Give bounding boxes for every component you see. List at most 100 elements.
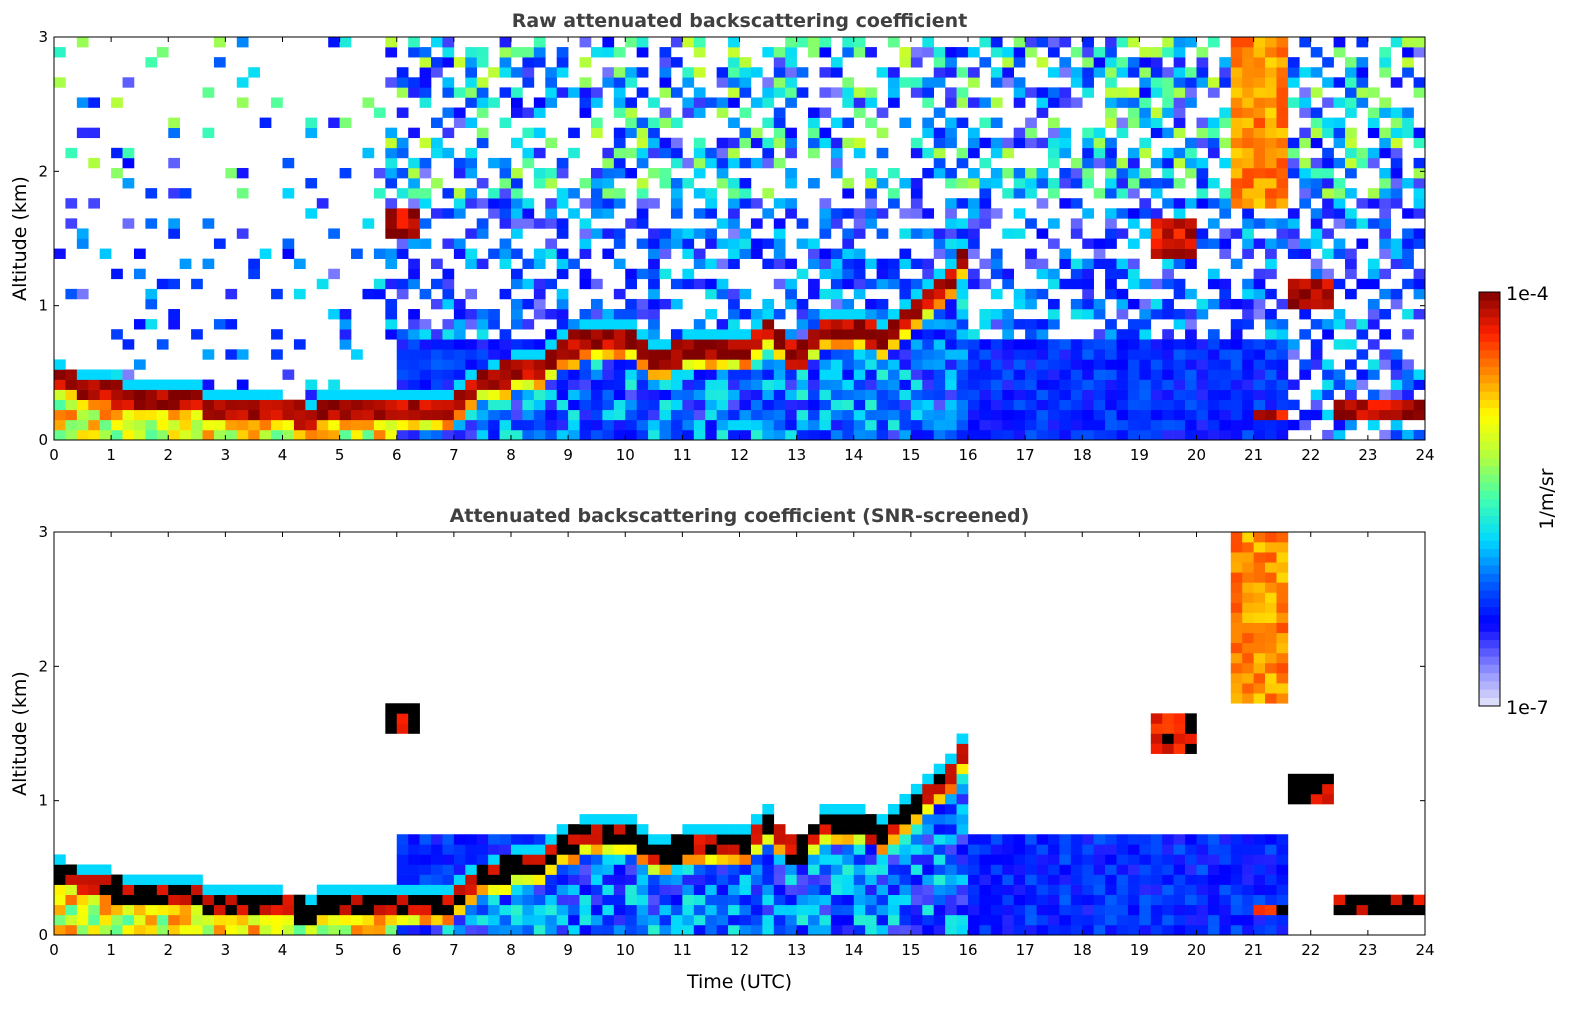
heatmap-cell (648, 258, 660, 270)
heatmap-cell (556, 258, 569, 270)
heatmap-cell (385, 924, 398, 936)
heatmap-cell (1036, 834, 1049, 845)
heatmap-cell (1345, 127, 1357, 139)
heatmap-cell (1242, 622, 1254, 634)
heatmap-cell (1265, 652, 1277, 664)
heatmap-cell (1082, 884, 1094, 896)
x-tick-label: 22 (1301, 446, 1320, 464)
heatmap-cell (716, 894, 729, 906)
heatmap-cell (865, 814, 877, 825)
heatmap-cell (945, 409, 957, 421)
heatmap-cell (545, 67, 558, 78)
heatmap-cell (1162, 904, 1174, 916)
heatmap-cell (533, 399, 546, 411)
heatmap-cell (236, 924, 249, 936)
heatmap-cell (693, 87, 706, 98)
heatmap-cell (396, 369, 409, 380)
heatmap-cell (1025, 258, 1037, 270)
heatmap-cell (351, 924, 363, 936)
heatmap-cell (705, 157, 717, 169)
heatmap-cell (853, 844, 866, 855)
heatmap-cell (1299, 419, 1312, 431)
heatmap-cell (1150, 127, 1163, 139)
heatmap-cell (568, 319, 580, 330)
heatmap-cell (865, 854, 877, 865)
heatmap-cell (396, 703, 409, 714)
heatmap-cell (670, 914, 683, 926)
heatmap-cell (1333, 369, 1346, 380)
heatmap-cell (1219, 874, 1232, 885)
heatmap-cell (785, 419, 797, 431)
heatmap-cell (910, 814, 923, 825)
heatmap-cell (830, 389, 843, 401)
heatmap-cell (853, 864, 866, 875)
heatmap-cell (1002, 834, 1015, 845)
heatmap-cell (945, 47, 957, 58)
heatmap-cell (602, 864, 615, 875)
heatmap-cell (533, 97, 546, 108)
heatmap-cell (213, 914, 226, 926)
heatmap-cell (830, 349, 843, 360)
heatmap-cell (853, 97, 866, 108)
heatmap-cell (785, 844, 797, 855)
heatmap-cell (1070, 47, 1083, 58)
heatmap-cell (1402, 67, 1414, 78)
heatmap-cell (1242, 673, 1254, 684)
heatmap-cell (796, 914, 809, 926)
heatmap-cell (922, 884, 935, 896)
heatmap-cell (1173, 288, 1186, 300)
heatmap-cell (1013, 288, 1026, 300)
heatmap-cell (1105, 319, 1117, 330)
heatmap-cell (1047, 188, 1060, 199)
heatmap-cell (419, 97, 432, 108)
heatmap-cell (111, 97, 123, 108)
heatmap-cell (1002, 419, 1015, 431)
heatmap-cell (819, 339, 832, 350)
heatmap-cell (1276, 642, 1289, 654)
heatmap-cell (1345, 107, 1357, 118)
heatmap-cell (1333, 97, 1346, 108)
heatmap-cell (750, 844, 763, 855)
heatmap-cell (1070, 309, 1083, 320)
panel-2: Attenuated backscattering coefficient (S… (9, 505, 1435, 959)
heatmap-cell (693, 97, 706, 108)
heatmap-cell (1059, 258, 1072, 270)
heatmap-cell (431, 389, 443, 401)
heatmap-cell (488, 208, 500, 219)
heatmap-cell (1196, 309, 1209, 320)
heatmap-cell (830, 914, 843, 926)
heatmap-cell (579, 319, 592, 330)
heatmap-cell (556, 268, 569, 280)
heatmap-cell (476, 97, 489, 108)
heatmap-cell (1367, 268, 1380, 280)
heatmap-cell (1150, 713, 1163, 724)
heatmap-cell (1253, 622, 1266, 634)
heatmap-cell (842, 409, 855, 421)
heatmap-cell (556, 228, 569, 239)
heatmap-cell (1173, 924, 1186, 936)
heatmap-cell (659, 389, 672, 401)
heatmap-cell (1150, 228, 1163, 239)
heatmap-cell (888, 319, 900, 330)
heatmap-cell (853, 854, 866, 865)
heatmap-cell (1413, 409, 1426, 421)
heatmap-cell (785, 339, 797, 350)
heatmap-cell (1265, 37, 1277, 48)
heatmap-cell (1265, 419, 1277, 431)
heatmap-cell (1036, 844, 1049, 855)
panel-1: Raw attenuated backscattering coefficien… (9, 10, 1435, 464)
heatmap-cell (830, 409, 843, 421)
heatmap-cell (1322, 369, 1334, 380)
heatmap-cell (362, 389, 375, 401)
heatmap-cell (351, 389, 363, 401)
heatmap-cell (762, 844, 775, 855)
heatmap-cell (1162, 268, 1174, 280)
y-tick-label: 0 (38, 431, 48, 449)
heatmap-cell (533, 894, 546, 906)
heatmap-cell (213, 399, 226, 411)
heatmap-cell (76, 379, 89, 390)
heatmap-cell (1036, 87, 1049, 98)
heatmap-cell (968, 278, 980, 290)
heatmap-cell (968, 268, 980, 280)
heatmap-cell (1345, 359, 1357, 370)
